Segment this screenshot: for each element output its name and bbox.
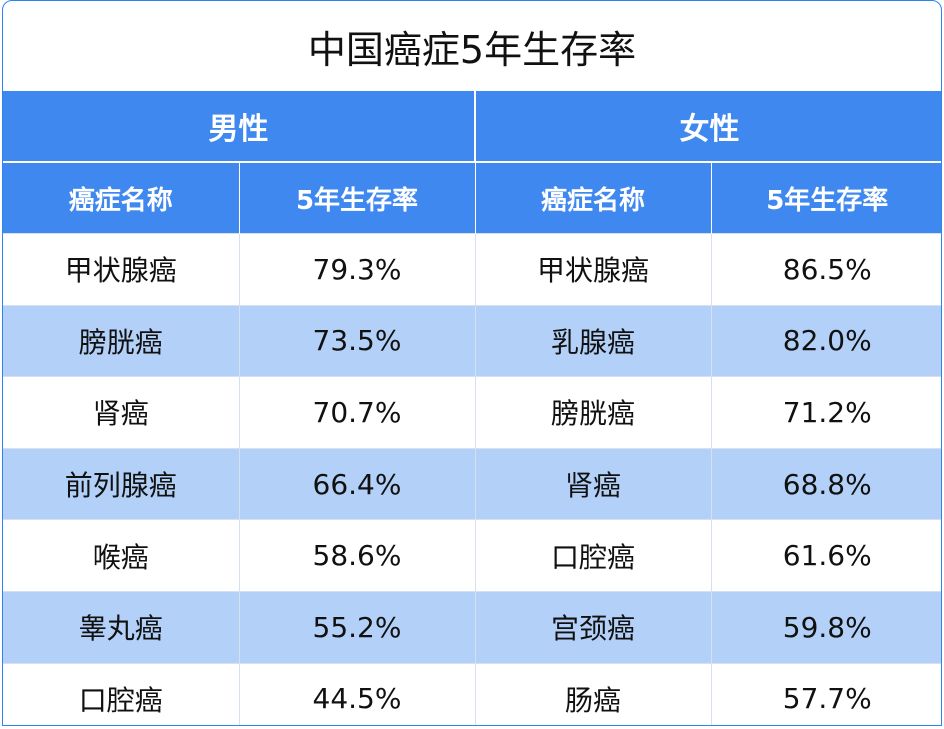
table-row: 睾丸癌 55.2% 宫颈癌 59.8% <box>3 590 941 664</box>
table-row: 膀胱癌 73.5% 乳腺癌 82.0% <box>3 304 941 377</box>
column-header-row: 癌症名称 5年生存率 癌症名称 5年生存率 <box>3 162 941 234</box>
female-cancer-name-cell: 肠癌 <box>475 662 712 725</box>
survival-rate-table: 男性 女性 癌症名称 5年生存率 癌症名称 5年生存率 甲状腺癌 79.3% 甲状腺… <box>3 91 941 725</box>
male-cancer-name-cell: 睾丸癌 <box>3 590 240 664</box>
group-header-row: 男性 女性 <box>3 91 941 163</box>
male-rate-cell: 79.3% <box>239 233 476 306</box>
group-female-header: 女性 <box>475 91 941 163</box>
female-rate-cell: 61.6% <box>711 519 941 592</box>
female-cancer-name-cell: 甲状腺癌 <box>475 233 712 306</box>
table-body: 甲状腺癌 79.3% 甲状腺癌 86.5% 膀胱癌 73.5% 乳腺癌 82.0% 肾癌 70.7… <box>3 233 941 725</box>
group-male-header: 男性 <box>3 91 476 163</box>
male-rate-cell: 55.2% <box>239 590 476 664</box>
female-rate-cell: 59.8% <box>711 590 941 664</box>
male-cancer-name-cell: 甲状腺癌 <box>3 233 240 306</box>
female-rate-cell: 82.0% <box>711 304 941 377</box>
female-rate-header: 5年生存率 <box>711 162 941 234</box>
female-rate-cell: 86.5% <box>711 233 941 306</box>
female-cancer-name-cell: 宫颈癌 <box>475 590 712 664</box>
male-cancer-name-cell: 前列腺癌 <box>3 447 240 520</box>
female-cancer-name-cell: 膀胱癌 <box>475 376 712 449</box>
male-cancer-name-cell: 口腔癌 <box>3 662 240 725</box>
male-rate-cell: 66.4% <box>239 447 476 520</box>
male-name-header: 癌症名称 <box>3 162 240 234</box>
male-cancer-name-cell: 膀胱癌 <box>3 304 240 377</box>
table-row: 肾癌 70.7% 膀胱癌 71.2% <box>3 376 941 449</box>
table-row: 甲状腺癌 79.3% 甲状腺癌 86.5% <box>3 233 941 306</box>
female-cancer-name-cell: 口腔癌 <box>475 519 712 592</box>
female-rate-cell: 71.2% <box>711 376 941 449</box>
female-cancer-name-cell: 肾癌 <box>475 447 712 520</box>
female-rate-cell: 68.8% <box>711 447 941 520</box>
male-cancer-name-cell: 肾癌 <box>3 376 240 449</box>
male-rate-cell: 58.6% <box>239 519 476 592</box>
male-rate-cell: 70.7% <box>239 376 476 449</box>
female-cancer-name-cell: 乳腺癌 <box>475 304 712 377</box>
table-row: 前列腺癌 66.4% 肾癌 68.8% <box>3 447 941 520</box>
male-rate-cell: 73.5% <box>239 304 476 377</box>
table-row: 口腔癌 44.5% 肠癌 57.7% <box>3 662 941 725</box>
male-rate-cell: 44.5% <box>239 662 476 725</box>
female-rate-cell: 57.7% <box>711 662 941 725</box>
male-cancer-name-cell: 喉癌 <box>3 519 240 592</box>
male-rate-header: 5年生存率 <box>239 162 476 234</box>
table-row: 喉癌 58.6% 口腔癌 61.6% <box>3 519 941 592</box>
table-title: 中国癌症5年生存率 <box>307 27 637 72</box>
female-name-header: 癌症名称 <box>475 162 712 234</box>
